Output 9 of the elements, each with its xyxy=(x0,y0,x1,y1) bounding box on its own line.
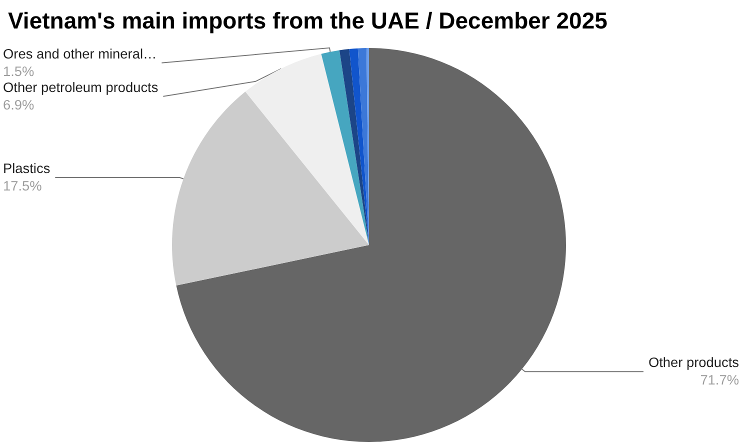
data-label: 6.9% xyxy=(3,97,34,112)
slice-label: Plastics xyxy=(3,161,50,176)
chart-title: Vietnam's main imports from the UAE / December 2025 xyxy=(8,8,608,34)
data-label: 71.7% xyxy=(700,372,739,388)
slice-label: Ores and other mineral… xyxy=(3,46,157,62)
data-label: 1.5% xyxy=(3,64,34,79)
slice-label: Other products xyxy=(648,355,740,370)
data-label: 17.5% xyxy=(3,178,42,194)
slice-label: Other petroleum products xyxy=(3,80,158,95)
